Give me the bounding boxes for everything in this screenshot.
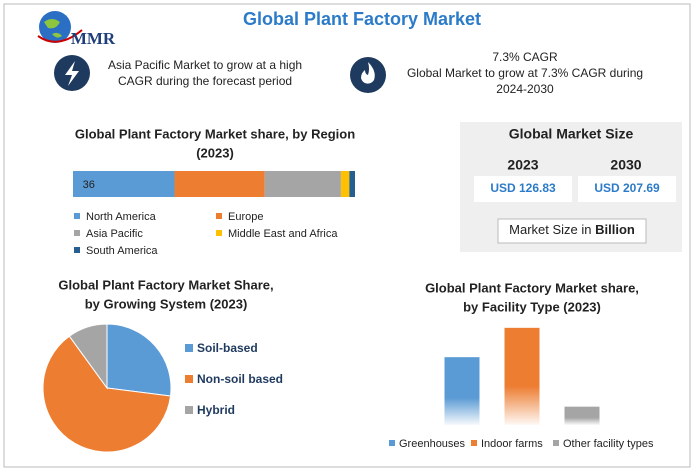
chart-title: by Growing System (2023) bbox=[85, 296, 248, 311]
page-title: Global Plant Factory Market bbox=[243, 9, 481, 29]
legend-swatch bbox=[74, 213, 80, 219]
market-value: USD 126.83 bbox=[490, 181, 556, 195]
logo-text: MMR bbox=[71, 29, 116, 48]
legend-swatch bbox=[389, 440, 395, 446]
data-label: 36 bbox=[83, 179, 95, 191]
legend-label: Greenhouses bbox=[399, 438, 466, 450]
legend-swatch bbox=[74, 247, 80, 253]
bar-segment bbox=[349, 171, 355, 197]
note-text: Market Size in bbox=[509, 222, 595, 237]
pie-slice bbox=[42, 335, 172, 453]
frame bbox=[3, 3, 691, 468]
legend-swatch bbox=[471, 440, 477, 446]
legend-swatch bbox=[185, 406, 193, 414]
chart-title: by Facility Type (2023) bbox=[463, 299, 601, 314]
legend-label: Middle East and Africa bbox=[228, 228, 338, 240]
chart-title: (2023) bbox=[196, 145, 234, 160]
highlight-text: Global Market to grow at 7.3% CAGR durin… bbox=[407, 66, 643, 80]
legend-label: Indoor farms bbox=[481, 438, 543, 450]
legend-label: Asia Pacific bbox=[86, 228, 143, 240]
note-bold: Billion bbox=[595, 222, 635, 237]
chart-title: Global Plant Factory Market Share, bbox=[58, 277, 273, 292]
logo bbox=[37, 11, 83, 43]
legend-label: South America bbox=[86, 245, 158, 257]
highlight-text: Asia Pacific Market to grow at a high bbox=[108, 58, 302, 72]
legend-swatch bbox=[74, 230, 80, 236]
chart-title: Global Plant Factory Market share, by Re… bbox=[75, 126, 355, 141]
note: Market Size in Billion bbox=[509, 222, 635, 237]
bar-segment bbox=[340, 171, 350, 197]
legend-swatch bbox=[553, 440, 559, 446]
value-box bbox=[578, 176, 676, 202]
legend-label: Hybrid bbox=[197, 403, 235, 417]
bar-segment bbox=[73, 171, 175, 197]
year: 2030 bbox=[610, 157, 641, 173]
year: 2023 bbox=[507, 157, 538, 173]
legend-swatch bbox=[185, 375, 193, 383]
market-value: USD 207.69 bbox=[594, 181, 660, 195]
chart-title: Global Plant Factory Market share, bbox=[425, 280, 639, 295]
pie-slice bbox=[68, 323, 108, 390]
note-box bbox=[497, 218, 647, 244]
bar-segment bbox=[174, 171, 265, 197]
highlight-text: CAGR during the forecast period bbox=[118, 74, 292, 88]
legend-label: North America bbox=[86, 211, 157, 223]
bar-fade bbox=[444, 357, 480, 425]
legend-label: Non-soil based bbox=[197, 372, 283, 386]
highlight-text: 2024-2030 bbox=[496, 82, 554, 96]
bar-segment bbox=[264, 171, 341, 197]
legend-swatch bbox=[185, 344, 193, 352]
market-size-title: Global Market Size bbox=[509, 126, 634, 142]
legend-label: Europe bbox=[228, 211, 263, 223]
pie-slice bbox=[106, 323, 172, 397]
legend-swatch bbox=[216, 230, 222, 236]
icon-flame bbox=[350, 57, 386, 93]
value-box bbox=[474, 176, 572, 202]
icon-bolt bbox=[54, 55, 90, 91]
highlight-heading: 7.3% CAGR bbox=[492, 50, 558, 64]
bar-fade bbox=[504, 327, 540, 425]
bar-fade bbox=[564, 406, 600, 425]
legend-label: Other facility types bbox=[563, 438, 654, 450]
legend-label: Soil-based bbox=[197, 341, 258, 355]
legend-swatch bbox=[216, 213, 222, 219]
